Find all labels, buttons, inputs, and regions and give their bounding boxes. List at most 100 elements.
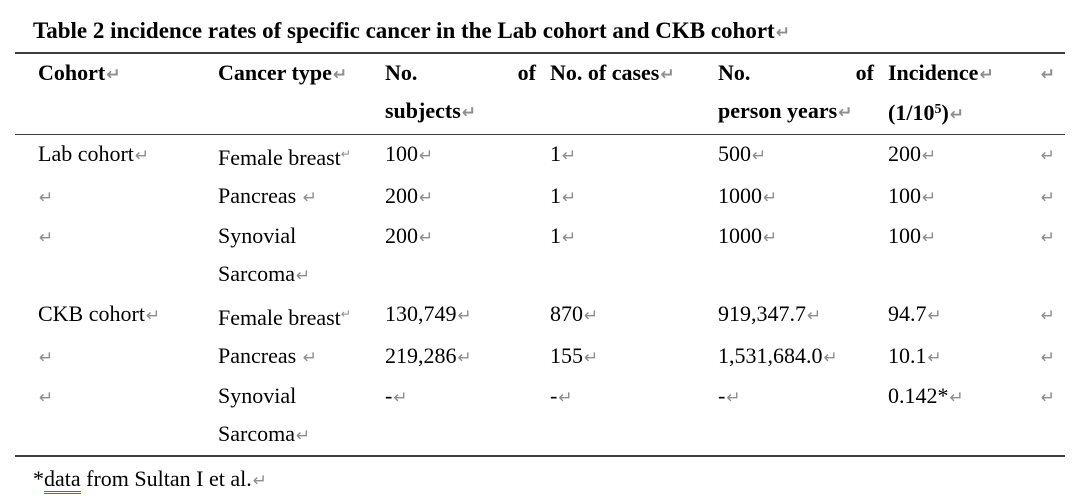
document-page: Table 2 incidence rates of specific canc… <box>0 13 1080 496</box>
return-mark-icon: ↵ <box>1040 65 1055 85</box>
return-mark-icon: ↵ <box>584 348 599 368</box>
cell-row-end: ↵ <box>1020 177 1065 217</box>
return-mark-icon: ↵ <box>922 228 937 248</box>
header-incidence: Incidence↵ (1/105)↵ <box>888 53 1020 135</box>
return-mark-icon: ↵ <box>106 65 121 85</box>
footnote-asterisk: * <box>33 466 44 491</box>
header-no-of-subjects: No. of subjects↵ <box>385 53 550 135</box>
table-caption: Table 2 incidence rates of specific canc… <box>33 13 1080 51</box>
return-mark-icon: ↵ <box>927 348 942 368</box>
return-mark-icon: ↵ <box>419 146 434 166</box>
cell-cancer-type: Pancreas ↵ <box>218 183 317 208</box>
return-mark-icon: ↵ <box>39 188 54 208</box>
cell-subjects: 200↵ <box>385 183 434 208</box>
return-mark-icon: ↵ <box>558 388 573 408</box>
return-mark-icon: ↵ <box>562 188 577 208</box>
cell-subjects: 219,286↵ <box>385 343 472 368</box>
cell-person-years: -↵ <box>718 383 741 408</box>
return-mark-icon: ↵ <box>660 65 675 85</box>
cell-cases: -↵ <box>550 383 573 408</box>
return-mark-icon: ↵ <box>252 471 267 491</box>
cell-incidence: 200↵ <box>888 141 937 166</box>
return-mark-icon: ↵ <box>752 146 767 166</box>
return-mark-icon: ↵ <box>1040 306 1055 326</box>
return-mark-icon: ↵ <box>949 105 965 125</box>
return-mark-icon: ↵ <box>807 306 822 326</box>
cell-row-end: ↵ <box>1020 295 1065 337</box>
table-row-lab-female-breast: Lab cohort↵ Female breast↵ 100↵ 1↵ 500↵ … <box>15 135 1065 178</box>
table-row-ckb-female-breast: CKB cohort↵ Female breast↵ 130,749↵ 870↵… <box>15 295 1065 337</box>
table-row-lab-pancreas: ↵ Pancreas ↵ 200↵ 1↵ 1000↵ 100↵ ↵ <box>15 177 1065 217</box>
return-mark-icon: ↵ <box>457 348 472 368</box>
cell-person-years: 1000↵ <box>718 223 778 248</box>
header-cancer-type: Cancer type↵ <box>218 53 385 135</box>
cell-cancer-type: Female breast↵ <box>218 145 351 170</box>
cell-cases: 1↵ <box>550 223 577 248</box>
table-row-ckb-synovial-sarcoma: ↵ Synovial Sarcoma↵ -↵ -↵ -↵ 0.142*↵ ↵ <box>15 377 1065 456</box>
header-no-of-person-years: No. of person years↵ <box>718 53 888 135</box>
return-mark-icon: ↵ <box>763 228 778 248</box>
cell-cases: 870↵ <box>550 301 599 326</box>
return-mark-icon: ↵ <box>340 147 351 161</box>
return-mark-icon: ↵ <box>922 188 937 208</box>
cell-cohort: CKB cohort↵ <box>38 301 161 326</box>
return-mark-icon: ↵ <box>823 348 838 368</box>
cell-cancer-type: Female breast↵ <box>218 305 351 330</box>
return-mark-icon: ↵ <box>332 65 348 85</box>
header-row: Cohort↵ Cancer type↵ No. of subjects↵ No.… <box>15 53 1065 135</box>
return-mark-icon: ↵ <box>145 306 161 326</box>
return-mark-icon: ↵ <box>949 388 964 408</box>
cell-row-end: ↵ <box>1020 337 1065 377</box>
return-mark-icon: ↵ <box>340 307 351 321</box>
cell-cohort: ↵ <box>15 337 218 377</box>
return-mark-icon: ↵ <box>302 348 317 368</box>
header-cohort: Cohort↵ <box>15 53 218 135</box>
table-row-ckb-pancreas: ↵ Pancreas ↵ 219,286↵ 155↵ 1,531,684.0↵ … <box>15 337 1065 377</box>
grammar-underlined-word: data <box>44 466 81 494</box>
return-mark-icon: ↵ <box>419 228 434 248</box>
cell-incidence: 94.7↵ <box>888 301 942 326</box>
cell-row-end: ↵ <box>1020 377 1065 456</box>
return-mark-icon: ↵ <box>461 103 477 123</box>
cell-cases: 155↵ <box>550 343 599 368</box>
return-mark-icon: ↵ <box>393 388 408 408</box>
return-mark-icon: ↵ <box>419 188 434 208</box>
table-row-lab-synovial-sarcoma: ↵ Synovial Sarcoma↵ 200↵ 1↵ 1000↵ 100↵ ↵ <box>15 217 1065 295</box>
cell-cohort: ↵ <box>15 377 218 456</box>
return-mark-icon: ↵ <box>726 388 741 408</box>
cell-cancer-type: Synovial Sarcoma↵ <box>218 223 311 286</box>
cell-person-years: 919,347.7↵ <box>718 301 822 326</box>
return-mark-icon: ↵ <box>302 188 317 208</box>
return-mark-icon: ↵ <box>1040 348 1055 368</box>
return-mark-icon: ↵ <box>922 146 937 166</box>
table-footnote: *data from Sultan I et al.↵ <box>33 464 1080 496</box>
cell-person-years: 1,531,684.0↵ <box>718 343 838 368</box>
incidence-table: Cohort↵ Cancer type↵ No. of subjects↵ No.… <box>15 52 1065 457</box>
cell-cases: 1↵ <box>550 183 577 208</box>
return-mark-icon: ↵ <box>39 348 54 368</box>
return-mark-icon: ↵ <box>775 23 790 43</box>
return-mark-icon: ↵ <box>1040 388 1055 408</box>
cell-incidence: 0.142*↵ <box>888 383 964 408</box>
return-mark-icon: ↵ <box>1040 228 1055 248</box>
cell-subjects: 200↵ <box>385 223 434 248</box>
cell-incidence: 100↵ <box>888 223 937 248</box>
cell-person-years: 1000↵ <box>718 183 778 208</box>
cell-cases: 1↵ <box>550 141 577 166</box>
cell-row-end: ↵ <box>1020 217 1065 295</box>
cell-row-end: ↵ <box>1020 135 1065 178</box>
cell-subjects: -↵ <box>385 383 408 408</box>
return-mark-icon: ↵ <box>562 146 577 166</box>
cell-incidence: 100↵ <box>888 183 937 208</box>
cell-cohort: Lab cohort↵ <box>38 141 150 166</box>
return-mark-icon: ↵ <box>295 266 311 286</box>
header-no-of-cases: No. of cases↵ <box>550 53 718 135</box>
return-mark-icon: ↵ <box>39 228 54 248</box>
cell-cancer-type: Synovial Sarcoma↵ <box>218 383 311 446</box>
cell-subjects: 100↵ <box>385 141 434 166</box>
footnote-text: from Sultan I et al. <box>80 466 252 491</box>
return-mark-icon: ↵ <box>979 65 994 85</box>
return-mark-icon: ↵ <box>295 426 311 446</box>
return-mark-icon: ↵ <box>927 306 942 326</box>
header-row-end: ↵ <box>1020 53 1065 135</box>
